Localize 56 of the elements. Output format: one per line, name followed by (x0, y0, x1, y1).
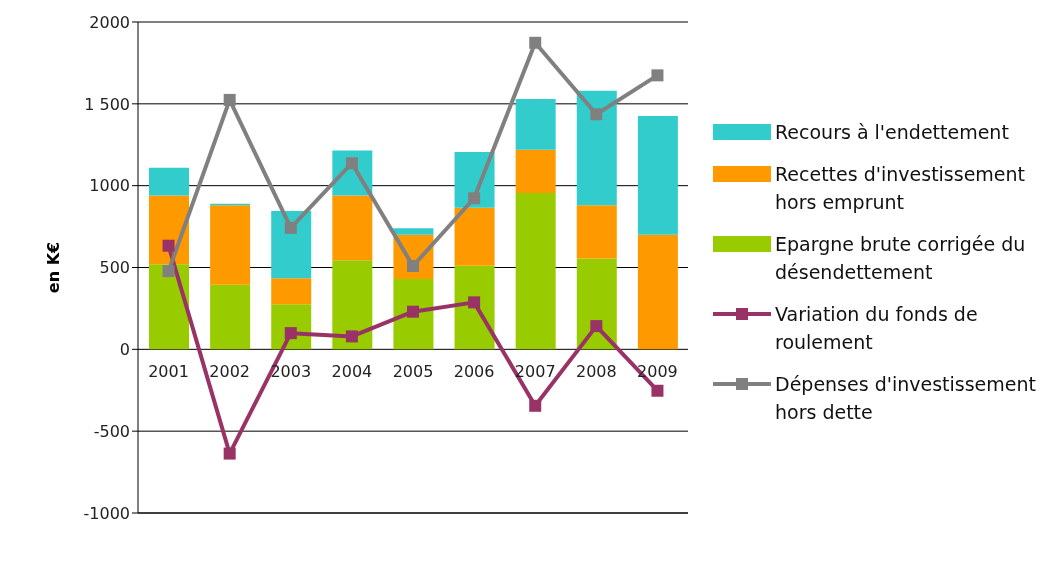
y-tick-label: 0 (119, 340, 130, 360)
x-tick-label: 2006 (453, 362, 495, 382)
legend-label: Recettes d'investissement hors emprunt (775, 162, 1027, 215)
bar (576, 90, 617, 206)
x-tick-label: 2003 (270, 362, 312, 382)
bar (576, 205, 617, 259)
point (590, 108, 603, 121)
x-tick-label: 2008 (575, 362, 617, 382)
legend-label: Variation du fonds de roulement (775, 302, 979, 355)
legend-label: Epargne brute corrigée du désendettement (775, 232, 1027, 285)
point (223, 93, 236, 106)
bar (515, 193, 556, 350)
bar (149, 167, 189, 196)
y-tick-label: 2000 (89, 12, 130, 32)
x-tick-label: 2005 (392, 362, 434, 382)
point (468, 192, 481, 205)
x-tick-label: 2002 (209, 362, 251, 382)
x-tick-label: 2001 (148, 362, 189, 382)
legend-label: Dépenses d'investissement hors dette (775, 372, 1037, 425)
y-tick-label: 500 (99, 258, 130, 278)
point (590, 320, 603, 333)
x-tick-label: 2007 (514, 362, 556, 382)
bar (271, 211, 312, 279)
point (407, 260, 419, 273)
bar (332, 260, 373, 350)
point (651, 384, 664, 397)
bar (332, 195, 373, 261)
point (529, 36, 542, 49)
point (223, 447, 236, 460)
point (162, 265, 175, 278)
y-axis-title: en K€ (43, 241, 63, 294)
bar (210, 205, 251, 285)
bar (393, 278, 434, 350)
point (468, 296, 481, 309)
y-tick-label: 1 500 (84, 94, 130, 114)
bar (271, 278, 312, 305)
legend-label: Recours à l'endettement (775, 120, 1009, 145)
bar (210, 284, 251, 350)
bar (637, 234, 678, 350)
bar (637, 116, 678, 235)
y-tick-label: 1000 (89, 176, 130, 196)
bar (454, 207, 495, 266)
bar (515, 149, 556, 194)
bar (576, 258, 617, 350)
point (529, 399, 542, 412)
y-tick-label: -1000 (83, 503, 130, 523)
x-tick-label: 2004 (331, 362, 373, 382)
point (284, 221, 297, 234)
point (407, 305, 419, 318)
bar (515, 98, 556, 150)
point (162, 239, 175, 252)
point (651, 69, 664, 82)
bar (393, 228, 434, 235)
y-tick-label: -500 (93, 421, 130, 441)
point (345, 330, 358, 343)
point (345, 157, 358, 170)
